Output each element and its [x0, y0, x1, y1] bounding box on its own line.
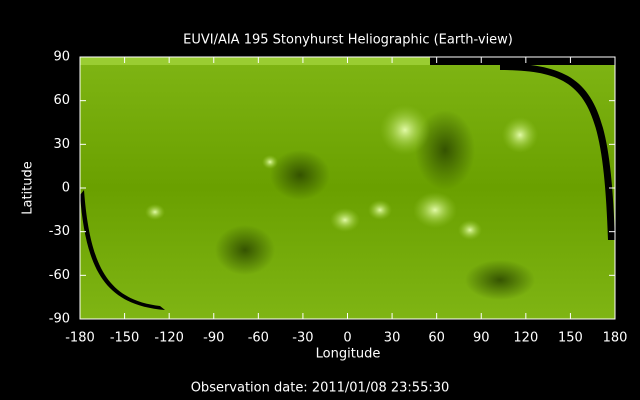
y-tick-label: -90 [49, 312, 70, 327]
x-tick-label: 90 [473, 331, 490, 346]
y-tick-label: 90 [53, 50, 70, 65]
x-tick-label: -180 [65, 331, 95, 346]
y-tick-label: 30 [53, 137, 70, 152]
y-tick-label: 0 [62, 181, 70, 196]
annotation: Observation date: 2011/01/08 23:55:30 [191, 381, 450, 396]
chart-title: EUVI/AIA 195 Stonyhurst Heliographic (Ea… [183, 33, 513, 48]
x-tick-label: -60 [248, 331, 269, 346]
x-tick-label: -120 [154, 331, 184, 346]
x-tick-label: 150 [558, 331, 583, 346]
x-tick-label: 120 [513, 331, 538, 346]
solar-map [80, 57, 615, 319]
x-tick-label: -150 [110, 331, 140, 346]
x-tick-label: -90 [203, 331, 224, 346]
x-tick-label: 0 [343, 331, 351, 346]
y-tick-label: -60 [49, 268, 70, 283]
y-tick-label: 60 [53, 93, 70, 108]
x-tick-label: 60 [428, 331, 445, 346]
x-tick-label: 180 [603, 331, 628, 346]
x-tick-label: -30 [292, 331, 313, 346]
y-axis-label: Latitude [21, 161, 36, 215]
y-tick-label: -30 [49, 224, 70, 239]
x-tick-label: 30 [384, 331, 401, 346]
x-axis-label: Longitude [316, 347, 381, 362]
